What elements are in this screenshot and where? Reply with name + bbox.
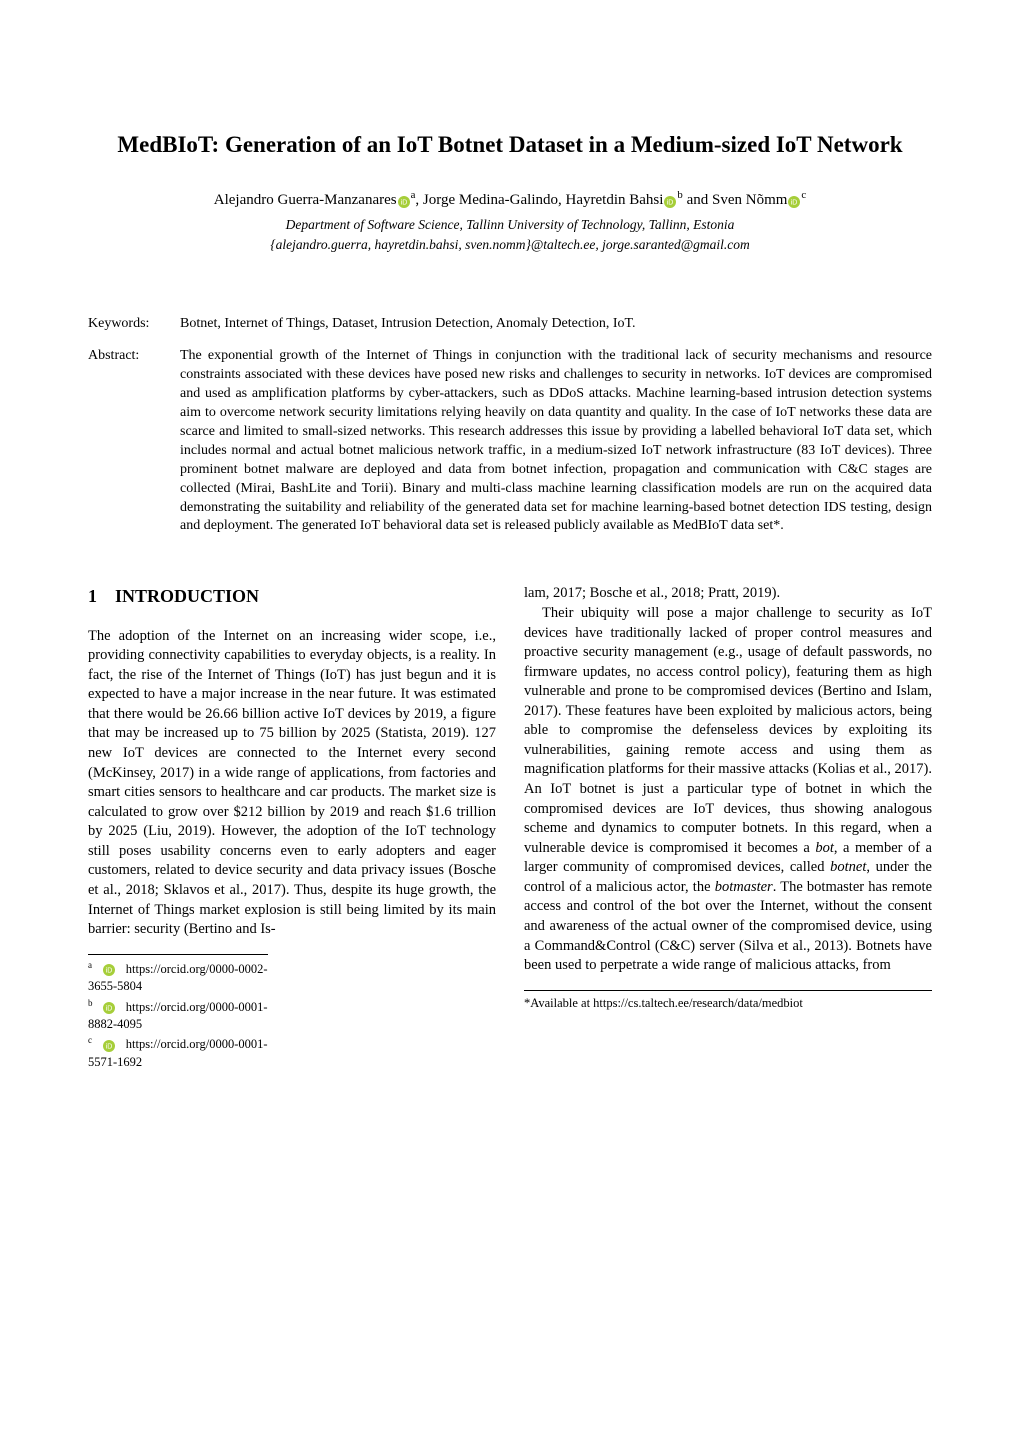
footnote-line: c iD https://orcid.org/0000-0001-5571-16… [88, 1034, 268, 1070]
footnote-marker: b [88, 998, 93, 1008]
body-paragraph: lam, 2017; Bosche et al., 2018; Pratt, 2… [524, 584, 932, 604]
author-name: Alejandro Guerra-Manzanares [214, 192, 397, 208]
orcid-icon: iD [103, 1040, 115, 1052]
right-column: lam, 2017; Bosche et al., 2018; Pratt, 2… [524, 584, 932, 1072]
author-name: Jorge Medina-Galindo [423, 192, 558, 208]
keywords-content: Botnet, Internet of Things, Dataset, Int… [180, 315, 932, 334]
footnote-text: https://orcid.org/0000-0002-3655-5804 [88, 962, 268, 993]
author-sep: , [558, 192, 566, 208]
body-paragraph: The adoption of the Internet on an incre… [88, 627, 496, 940]
footnotes-right: *Available at https://cs.taltech.ee/rese… [524, 990, 932, 1012]
affiliation-line: Department of Software Science, Tallinn … [88, 216, 932, 234]
footnote-marker: a [88, 960, 92, 970]
abstract-label: Abstract: [88, 347, 180, 536]
svg-text:iD: iD [106, 967, 113, 974]
keywords-row: Keywords: Botnet, Internet of Things, Da… [88, 315, 932, 334]
svg-text:iD: iD [106, 1043, 113, 1050]
footnote-line: *Available at https://cs.taltech.ee/rese… [524, 995, 932, 1012]
abstract-row: Abstract: The exponential growth of the … [88, 347, 932, 536]
svg-text:iD: iD [791, 200, 798, 207]
author-name: Sven Nõmm [712, 192, 787, 208]
author-name: Hayretdin Bahsi [566, 192, 664, 208]
orcid-icon: iD [664, 194, 676, 206]
footnote-text: https://orcid.org/0000-0001-5571-1692 [88, 1038, 268, 1069]
keywords-label: Keywords: [88, 315, 180, 334]
orcid-icon: iD [398, 194, 410, 206]
orcid-icon: iD [103, 964, 115, 976]
footnotes-left: a iD https://orcid.org/0000-0002-3655-58… [88, 954, 268, 1071]
abstract-content: The exponential growth of the Internet o… [180, 347, 932, 536]
body-paragraph: Their ubiquity will pose a major challen… [524, 604, 932, 976]
author-sep: , [415, 192, 423, 208]
svg-text:iD: iD [106, 1005, 113, 1012]
footnote-line: a iD https://orcid.org/0000-0002-3655-58… [88, 959, 268, 995]
section-title: INTRODUCTION [115, 586, 259, 606]
section-heading: 1 INTRODUCTION [88, 584, 496, 608]
two-column-body: 1 INTRODUCTION The adoption of the Intern… [88, 584, 932, 1072]
footnote-line: b iD https://orcid.org/0000-0001-8882-40… [88, 997, 268, 1033]
author-sep: and [687, 192, 712, 208]
svg-text:iD: iD [400, 200, 407, 207]
orcid-icon: iD [103, 1002, 115, 1014]
orcid-icon: iD [788, 194, 800, 206]
author-sup: b [677, 189, 682, 201]
section-number: 1 [88, 584, 97, 608]
svg-text:iD: iD [667, 200, 674, 207]
emails-line: {alejandro.guerra, hayretdin.bahsi, sven… [88, 236, 932, 254]
left-column: 1 INTRODUCTION The adoption of the Intern… [88, 584, 496, 1072]
footnote-marker: c [88, 1035, 92, 1045]
paper-title: MedBIoT: Generation of an IoT Botnet Dat… [88, 130, 932, 160]
authors-line: Alejandro Guerra-ManzanaresiDa, Jorge Me… [88, 188, 932, 210]
author-sup: c [801, 189, 806, 201]
